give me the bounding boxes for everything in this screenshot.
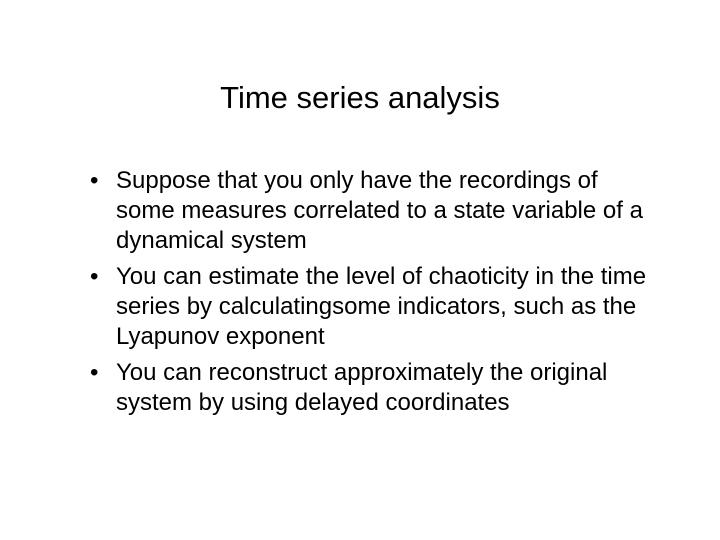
- slide-title: Time series analysis: [70, 80, 650, 116]
- list-item: You can reconstruct approximately the or…: [90, 358, 650, 418]
- bullet-list: Suppose that you only have the recording…: [70, 166, 650, 418]
- list-item: Suppose that you only have the recording…: [90, 166, 650, 256]
- list-item: You can estimate the level of chaoticity…: [90, 262, 650, 352]
- slide-container: Time series analysis Suppose that you on…: [0, 0, 720, 540]
